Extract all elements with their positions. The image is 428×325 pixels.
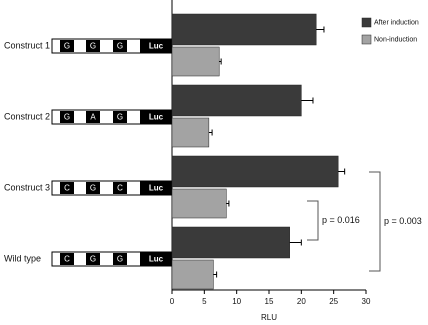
category-label: Wild type (4, 253, 41, 263)
element-label: G (90, 42, 96, 51)
element-box (113, 182, 127, 194)
element-label: G (117, 42, 123, 51)
p-value: p = 0.003 (384, 216, 422, 226)
luc-label: Luc (149, 184, 164, 193)
element-label: A (90, 113, 96, 122)
luc-box (140, 181, 172, 195)
legend-label: Non-induction (374, 36, 417, 43)
error-bar (219, 58, 222, 65)
element-label: G (117, 113, 123, 122)
element-label: G (64, 113, 70, 122)
error-bar (226, 200, 230, 207)
legend-swatch (361, 17, 372, 28)
luc-label: Luc (149, 255, 164, 264)
luc-box (140, 110, 172, 124)
element-box (86, 253, 100, 265)
x-tick-label: 5 (202, 297, 207, 306)
element-label: G (117, 255, 123, 264)
significance-bracket (307, 200, 319, 241)
element-label: C (64, 255, 70, 264)
p-value: p = 0.016 (322, 215, 360, 225)
element-label: C (64, 184, 70, 193)
bar (171, 188, 227, 219)
element-box (113, 253, 127, 265)
element-box (86, 111, 100, 123)
error-bar (289, 239, 302, 246)
error-bar (338, 168, 346, 175)
bar (171, 84, 302, 117)
x-tick-label: 15 (265, 297, 274, 306)
element-box (60, 182, 74, 194)
element-box (86, 182, 100, 194)
bar (171, 117, 210, 148)
x-tick-label: 20 (297, 297, 306, 306)
error-bar (213, 271, 218, 278)
element-label: C (117, 184, 123, 193)
element-box (60, 253, 74, 265)
category-label: Construct 3 (4, 182, 50, 192)
luc-box (140, 39, 172, 53)
element-box (113, 40, 127, 52)
x-axis-label: RLU (261, 313, 277, 322)
error-bar (301, 97, 314, 104)
x-tick-label: 30 (362, 297, 371, 306)
bar (171, 259, 214, 290)
element-label: G (90, 184, 96, 193)
error-bar (208, 129, 213, 136)
element-box (86, 40, 100, 52)
element-box (113, 111, 127, 123)
bar (171, 46, 220, 77)
element-box (60, 40, 74, 52)
bar (171, 13, 317, 46)
error-bar (316, 26, 325, 33)
luc-label: Luc (149, 113, 164, 122)
luc-box (140, 252, 172, 266)
significance-bracket (369, 171, 381, 272)
bar (171, 155, 339, 188)
element-box (60, 111, 74, 123)
x-tick-label: 0 (170, 297, 175, 306)
element-label: G (90, 255, 96, 264)
x-tick-label: 25 (329, 297, 338, 306)
bar (171, 226, 290, 259)
legend-swatch (361, 34, 372, 45)
x-tick-label: 10 (232, 297, 241, 306)
category-label: Construct 2 (4, 111, 50, 121)
luc-label: Luc (149, 42, 164, 51)
legend-label: After induction (374, 19, 419, 26)
element-label: G (64, 42, 70, 51)
category-label: Construct 1 (4, 40, 50, 50)
